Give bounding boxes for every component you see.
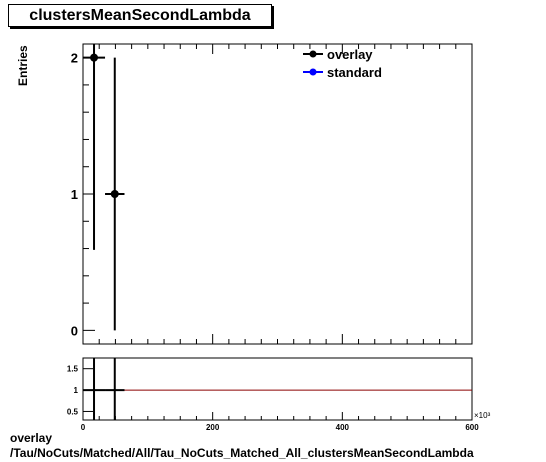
legend-label: overlay [327,47,373,62]
y-tick-label: 1 [71,187,78,202]
chart-title: clustersMeanSecondLambda [8,4,272,27]
legend-entry-overlay: overlay [303,47,373,62]
overlay-point [83,44,106,250]
y-tick-label: 2 [71,51,78,66]
ratio-y-tick-label: 1 [74,386,79,395]
x-tick-label: 200 [206,423,220,432]
x-axis-multiplier: ×10³ [474,411,491,420]
legend-marker [309,50,317,58]
footer-path: /Tau/NoCuts/Matched/All/Tau_NoCuts_Match… [10,446,474,460]
ratio-y-tick-label: 0.5 [67,407,79,416]
x-tick-label: 400 [336,423,350,432]
x-tick-label: 600 [465,423,479,432]
footer-label: overlay [10,431,53,445]
main-plot-frame [82,43,473,345]
overlay-marker [90,53,99,62]
legend-entry-standard: standard [303,65,382,80]
legend-label: standard [327,65,382,80]
ratio-point [105,358,125,420]
y-tick-label: 0 [71,323,78,338]
ratio-point [83,358,106,420]
overlay-marker [110,190,119,198]
ratio-y-tick-label: 1.5 [67,365,79,374]
legend-marker [309,68,317,76]
overlay-point [105,57,125,331]
x-tick-label: 0 [81,423,86,432]
y-axis-label: Entries [16,45,30,86]
ratio-plot-frame [82,357,473,421]
